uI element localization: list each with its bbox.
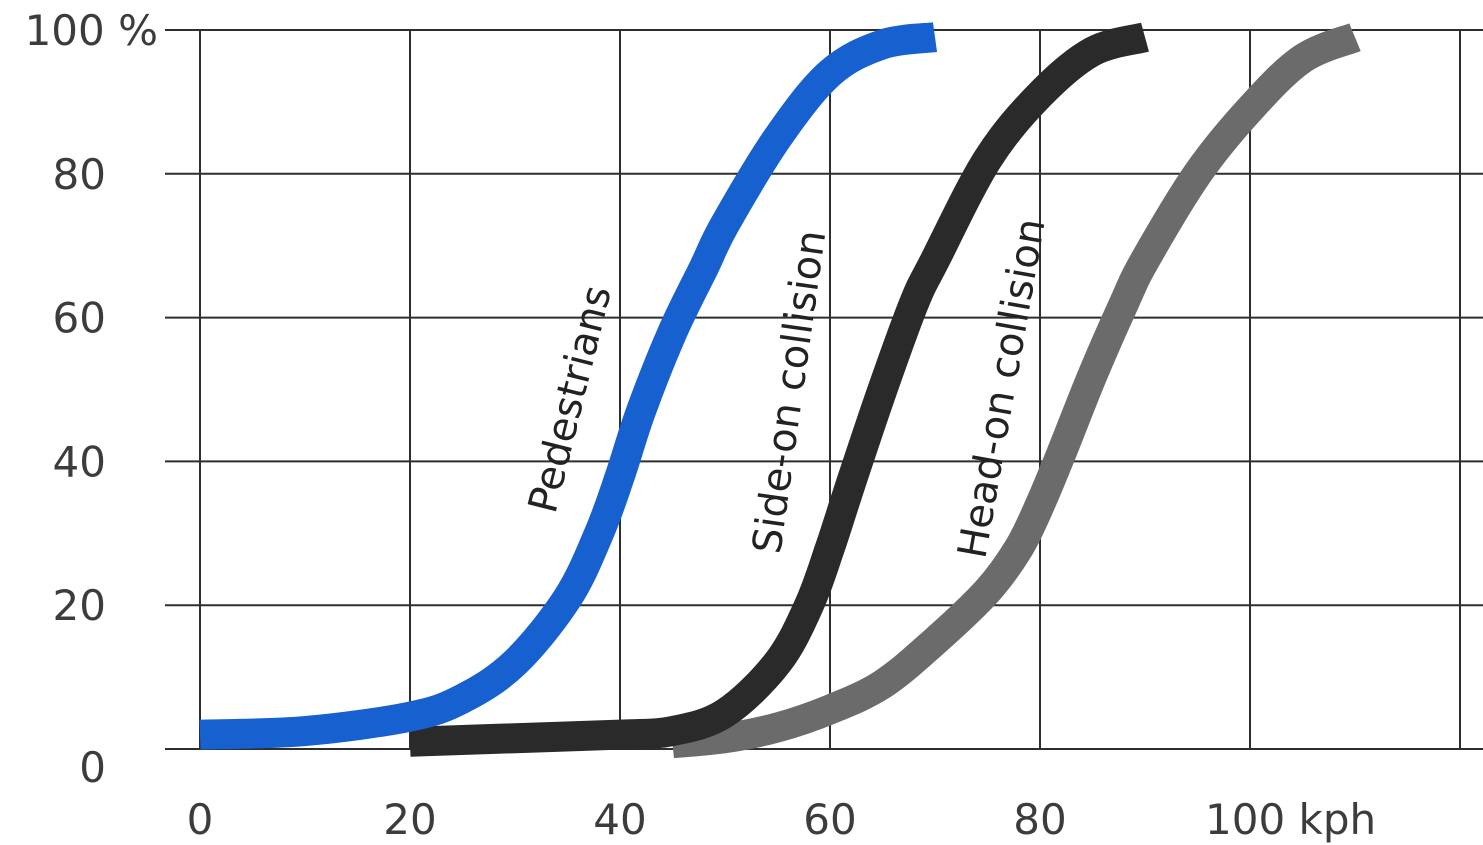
- series-line-side-on-collision: [409, 22, 1149, 757]
- series-label-side-on-collision: Side-on collision: [744, 227, 835, 556]
- y-axis-ticks: 0 20 40 60 80 100 %: [25, 6, 158, 792]
- x-tick-label: 20: [383, 795, 436, 844]
- x-tick-label: 0: [187, 795, 214, 844]
- x-tick-label: 80: [1013, 795, 1066, 844]
- y-tick-label: 0: [79, 743, 106, 792]
- x-tick-label: 40: [593, 795, 646, 844]
- x-tick-label: 60: [803, 795, 856, 844]
- grid: [165, 29, 1483, 750]
- y-tick-label: 80: [53, 150, 106, 199]
- series-lines: [199, 22, 1361, 759]
- series-line-pedestrians: [199, 22, 938, 750]
- y-tick-label: 40: [53, 437, 106, 486]
- series-line-head-on-collision: [671, 23, 1361, 759]
- x-axis-ticks: 0 20 40 60 80 100 kph: [187, 795, 1376, 844]
- y-tick-label: 20: [53, 581, 106, 630]
- y-tick-label: 60: [53, 294, 106, 343]
- y-tick-label: 100 %: [25, 6, 158, 55]
- x-tick-label: 100 kph: [1205, 795, 1376, 844]
